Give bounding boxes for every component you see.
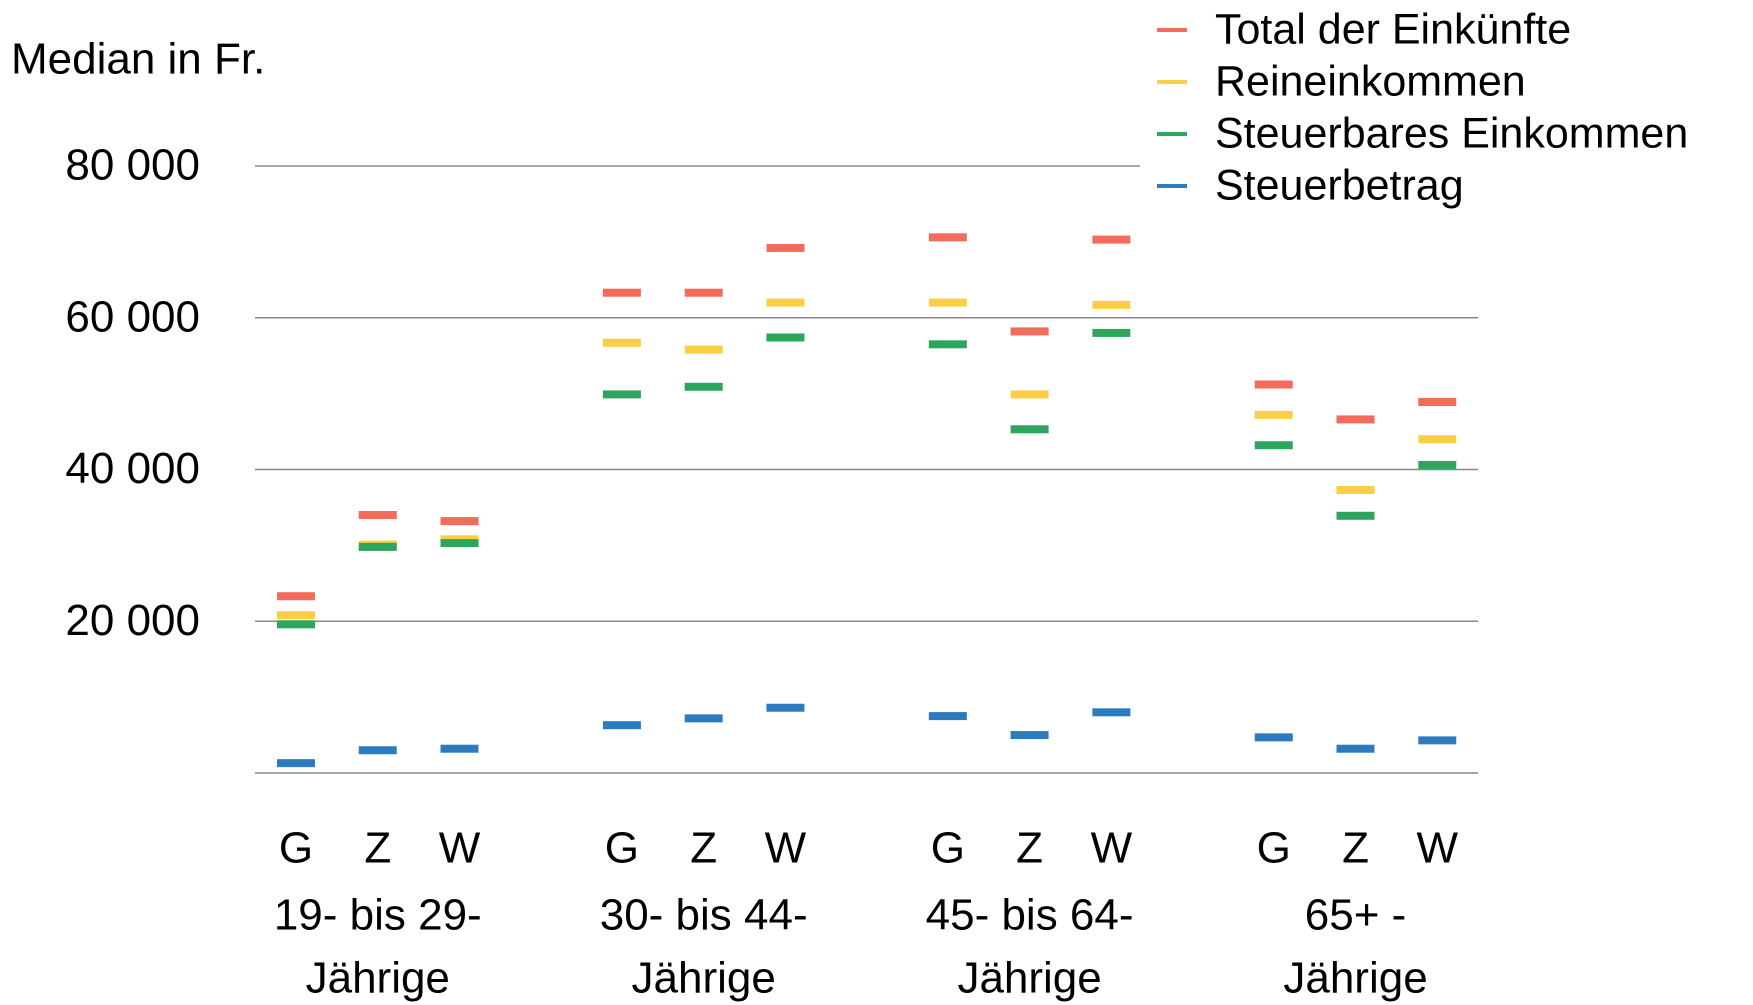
group-label: 65+ - — [1305, 891, 1407, 940]
dash-mark — [1254, 733, 1293, 742]
dash-mark — [1010, 327, 1049, 336]
dash-mark — [928, 298, 967, 307]
dash-mark — [1010, 731, 1049, 740]
x-tick-label: Z — [690, 824, 717, 873]
x-tick-label: G — [1257, 824, 1291, 873]
dash-mark — [277, 759, 315, 768]
dash-mark — [1418, 397, 1457, 406]
legend-label: Steuerbetrag — [1215, 161, 1464, 209]
y-tick-label: 60 000 — [65, 292, 200, 341]
x-tick-label: W — [439, 824, 481, 873]
x-tick-label: G — [605, 824, 639, 873]
dash-mark — [684, 345, 723, 354]
dash-mark — [766, 298, 805, 307]
dash-mark — [1010, 425, 1049, 434]
dash-mark — [766, 243, 805, 252]
dash-mark — [1254, 441, 1293, 450]
group-label: Jährige — [957, 954, 1101, 1003]
dash-mark — [1418, 460, 1457, 469]
dash-mark — [277, 620, 315, 629]
dash-mark — [766, 333, 805, 342]
dash-mark — [602, 721, 641, 730]
x-tick-label: Z — [1016, 824, 1043, 873]
legend-label: Reineinkommen — [1215, 57, 1526, 105]
dash-mark — [1336, 744, 1375, 753]
x-tick-label: W — [1417, 824, 1459, 873]
dash-mark — [602, 338, 641, 347]
y-tick-label: 20 000 — [65, 596, 200, 645]
x-tick-label: W — [765, 824, 807, 873]
dash-mark — [684, 714, 723, 723]
group-label: Jährige — [1283, 954, 1427, 1003]
dash-mark — [684, 382, 723, 391]
dash-mark — [358, 542, 397, 551]
dash-mark — [928, 712, 967, 721]
y-tick-label: 40 000 — [65, 444, 200, 493]
group-label: Jährige — [306, 954, 450, 1003]
dash-mark — [1092, 300, 1131, 309]
dash-mark — [1418, 435, 1457, 444]
dash-mark — [358, 746, 397, 755]
dash-mark — [277, 611, 315, 620]
dash-mark — [1092, 328, 1131, 337]
y-tick-label: 80 000 — [65, 141, 200, 190]
dash-mark — [1336, 511, 1375, 520]
dash-mark — [1336, 415, 1375, 424]
legend-label: Steuerbares Einkommen — [1215, 109, 1688, 157]
group-label: 45- bis 64- — [926, 891, 1134, 940]
dash-mark — [928, 340, 967, 349]
dash-mark — [602, 288, 641, 297]
dash-mark — [1336, 485, 1375, 494]
dash-mark — [440, 517, 479, 526]
dash-mark — [440, 744, 479, 753]
dash-mark — [602, 390, 641, 399]
dash-mark — [440, 539, 479, 548]
dash-mark — [684, 288, 723, 297]
dash-mark — [928, 233, 967, 242]
dash-mark — [766, 703, 805, 712]
x-tick-label: G — [279, 824, 313, 873]
dash-mark — [1254, 380, 1293, 389]
dash-mark — [1010, 390, 1049, 399]
x-tick-label: Z — [1342, 824, 1369, 873]
dash-mark — [277, 592, 315, 601]
group-label: 19- bis 29- — [274, 891, 482, 940]
dash-mark — [1092, 235, 1131, 244]
legend-label: Total der Einkünfte — [1215, 5, 1571, 53]
y-axis-label: Median in Fr. — [11, 35, 265, 84]
dash-mark — [1418, 736, 1457, 745]
x-tick-label: Z — [364, 824, 391, 873]
dash-mark — [1254, 410, 1293, 419]
group-label: Jährige — [632, 954, 776, 1003]
x-tick-label: G — [931, 824, 965, 873]
legend-background — [1140, 0, 1753, 212]
dash-mark — [358, 511, 397, 520]
group-label: 30- bis 44- — [600, 891, 808, 940]
dash-mark — [1092, 708, 1131, 717]
x-tick-label: W — [1091, 824, 1133, 873]
